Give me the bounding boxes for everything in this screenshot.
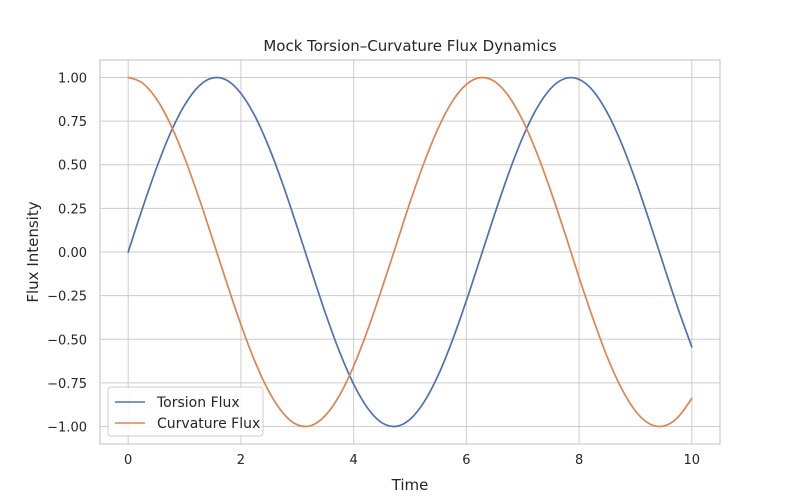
legend-box bbox=[107, 386, 264, 437]
y-tick-label: −0.50 bbox=[47, 333, 87, 348]
series-group bbox=[127, 76, 693, 428]
x-tick-label: 0 bbox=[124, 453, 132, 468]
grid bbox=[100, 60, 720, 444]
y-tick-label: −0.75 bbox=[47, 377, 87, 392]
legend: Torsion Flux Curvature Flux bbox=[107, 386, 264, 437]
x-tick-label: 2 bbox=[237, 453, 245, 468]
y-tick-label: 1.00 bbox=[58, 71, 87, 86]
y-axis-ticks: 1.00 0.75 0.50 0.25 0.00 −0.25 −0.50 −0.75 −1.00 bbox=[47, 71, 87, 435]
x-axis-title: Time bbox=[391, 476, 429, 494]
chart-title: Mock Torsion–Curvature Flux Dynamics bbox=[263, 37, 556, 55]
y-axis-title: Flux Intensity bbox=[24, 201, 42, 302]
legend-label-torsion-flux: Torsion Flux bbox=[156, 395, 240, 411]
series-line-curvature-flux bbox=[127, 76, 693, 428]
x-axis-ticks: 0 2 4 6 8 10 bbox=[124, 453, 700, 468]
y-tick-label: 0.25 bbox=[58, 202, 87, 217]
legend-label-curvature-flux: Curvature Flux bbox=[157, 416, 260, 432]
x-tick-label: 8 bbox=[575, 453, 583, 468]
x-tick-label: 4 bbox=[349, 453, 357, 468]
y-tick-label: 0.75 bbox=[58, 115, 87, 130]
y-tick-label: −1.00 bbox=[47, 421, 87, 436]
x-tick-label: 10 bbox=[684, 453, 701, 468]
y-tick-label: 0.00 bbox=[58, 246, 87, 261]
plot-area-frame bbox=[99, 59, 721, 445]
series-line-torsion-flux bbox=[127, 76, 693, 428]
y-tick-label: 0.50 bbox=[58, 159, 87, 174]
y-tick-label: −0.25 bbox=[47, 290, 87, 305]
x-tick-label: 6 bbox=[462, 453, 470, 468]
